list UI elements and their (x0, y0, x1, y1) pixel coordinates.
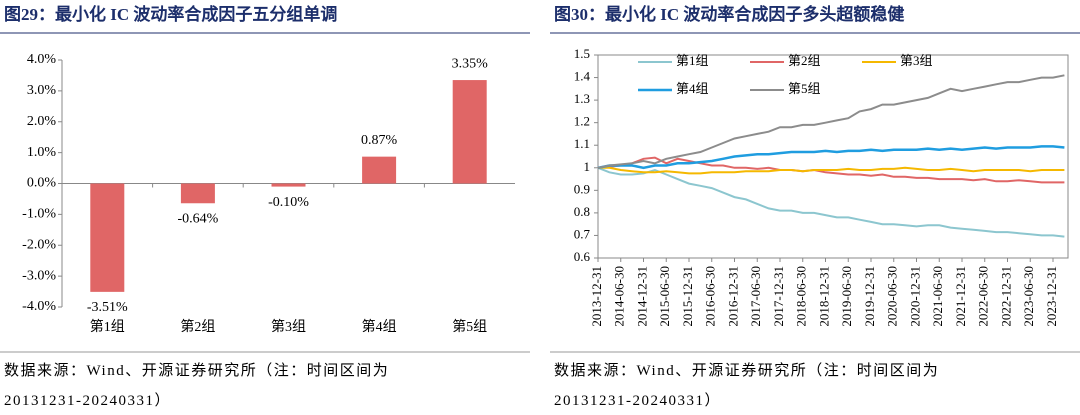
x-tick-label: 2016-12-31 (725, 266, 740, 327)
y-tick-label: 3.0% (27, 83, 57, 98)
y-tick-label: 1.4 (574, 69, 591, 84)
x-tick-label: 2018-06-30 (794, 266, 809, 327)
value-label: -0.10% (268, 195, 309, 210)
series-line (598, 166, 1065, 175)
y-tick-label: 0.0% (27, 176, 57, 191)
y-tick-label: 1.3 (574, 91, 590, 106)
x-tick-label: 2015-06-30 (657, 266, 672, 327)
x-tick-label: 2021-12-31 (953, 266, 968, 327)
chart-title: 图30：最小化 IC 波动率合成因子多头超额稳健 (554, 4, 904, 24)
value-label: -3.51% (87, 300, 128, 315)
y-tick-label: 4.0% (27, 52, 57, 67)
legend-label: 第4组 (676, 81, 709, 96)
y-tick-label: -2.0% (22, 237, 56, 252)
chart-title: 图29：最小化 IC 波动率合成因子五分组单调 (4, 4, 337, 24)
x-tick-label: 2021-06-30 (930, 266, 945, 327)
x-tick-label: 2017-12-31 (771, 266, 786, 327)
x-tick-label: 第2组 (180, 318, 215, 335)
y-tick-label: 0.7 (574, 226, 591, 241)
y-tick-label: 1.1 (574, 136, 590, 151)
series-line (597, 74, 1065, 169)
series-line (597, 166, 1065, 238)
bar (452, 80, 487, 184)
bar (180, 183, 215, 204)
y-tick-label: 0.9 (574, 181, 590, 196)
series-line (597, 145, 1065, 170)
x-tick-label: 2020-06-30 (885, 266, 900, 327)
legend-label: 第1组 (676, 53, 709, 68)
legend-label: 第5组 (788, 81, 821, 96)
y-tick-label: -3.0% (22, 268, 56, 283)
bar (362, 156, 397, 184)
x-tick-label: 2018-12-31 (816, 266, 831, 327)
x-tick-label: 第4组 (362, 318, 397, 335)
x-tick-label: 2019-12-31 (862, 266, 877, 327)
y-tick-label: -1.0% (22, 207, 56, 222)
y-tick-label: -4.0% (22, 299, 56, 314)
x-tick-label: 2015-12-31 (680, 266, 695, 327)
x-tick-label: 2023-06-30 (1021, 266, 1036, 327)
value-label: 3.35% (452, 56, 489, 71)
x-tick-label: 2013-12-31 (589, 266, 604, 327)
value-label: -0.64% (177, 211, 218, 226)
y-tick-label: 1.2 (574, 114, 590, 129)
value-label: 0.87% (361, 133, 398, 148)
x-tick-label: 2014-06-30 (612, 266, 627, 327)
x-tick-label: 2023-12-31 (1044, 266, 1059, 327)
legend-label: 第3组 (900, 53, 933, 68)
plot-frame (597, 54, 1069, 259)
x-tick-label: 第1组 (90, 318, 125, 335)
x-tick-label: 2022-06-30 (976, 266, 991, 327)
x-tick-label: 2022-12-31 (998, 266, 1013, 327)
y-tick-label: 1.5 (574, 46, 590, 61)
x-tick-label: 2020-12-31 (907, 266, 922, 327)
y-tick-label: 0.8 (574, 204, 590, 219)
x-tick-label: 第5组 (452, 318, 487, 335)
y-tick-label: 2.0% (27, 114, 57, 129)
x-tick-label: 2014-12-31 (634, 266, 649, 327)
bar (271, 183, 306, 187)
x-tick-label: 2019-06-30 (839, 266, 854, 327)
x-tick-label: 2016-06-30 (703, 266, 718, 327)
series-line (597, 156, 1065, 184)
y-tick-label: 1 (584, 159, 591, 174)
bar (90, 183, 125, 292)
y-tick-label: 1.0% (27, 145, 57, 160)
x-tick-label: 2017-06-30 (748, 266, 763, 327)
x-tick-label: 第3组 (271, 318, 306, 335)
source-note: 数据来源：Wind、开源证券研究所（注：时间区间为 20131231-202403… (4, 362, 389, 409)
y-tick-label: 0.6 (574, 249, 591, 264)
legend-label: 第2组 (788, 53, 821, 68)
source-note: 数据来源：Wind、开源证券研究所（注：时间区间为 20131231-202403… (554, 362, 939, 409)
